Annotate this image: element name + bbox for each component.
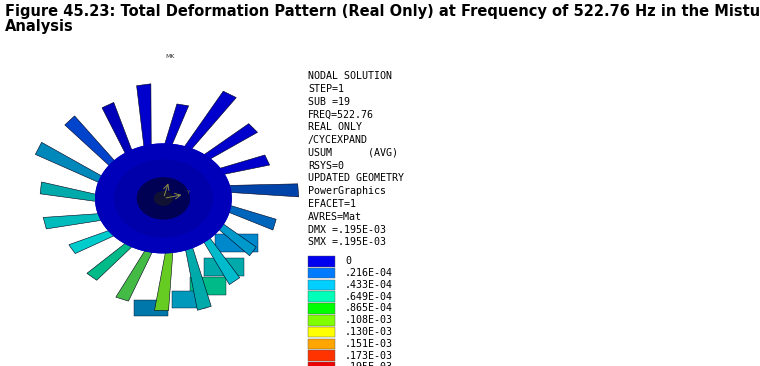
Bar (190, 277, 226, 295)
Polygon shape (102, 102, 138, 168)
Bar (308, 339, 335, 349)
Polygon shape (95, 143, 232, 253)
Bar (204, 258, 244, 276)
Text: REAL ONLY: REAL ONLY (308, 122, 362, 132)
Text: DMX =.195E-03: DMX =.195E-03 (308, 225, 386, 235)
Bar (308, 280, 335, 290)
Bar (308, 268, 335, 278)
Text: Y: Y (186, 190, 189, 195)
Polygon shape (204, 212, 256, 256)
Polygon shape (182, 233, 211, 310)
Text: PowerGraphics: PowerGraphics (308, 186, 386, 196)
Text: SMX =.195E-03: SMX =.195E-03 (308, 238, 386, 247)
Bar (308, 303, 335, 314)
Text: .865E-04: .865E-04 (345, 303, 393, 313)
Polygon shape (65, 116, 127, 179)
Text: FREQ=522.76: FREQ=522.76 (308, 109, 374, 119)
Bar (215, 234, 258, 252)
Polygon shape (195, 224, 239, 285)
Polygon shape (137, 84, 151, 161)
Text: .130E-03: .130E-03 (345, 327, 393, 337)
Polygon shape (114, 160, 213, 237)
Bar (135, 299, 168, 316)
Text: AVRES=Mat: AVRES=Mat (308, 212, 362, 222)
Bar (308, 291, 335, 302)
Polygon shape (154, 238, 174, 311)
Text: RSYS=0: RSYS=0 (308, 161, 344, 171)
Polygon shape (176, 91, 236, 161)
Polygon shape (160, 104, 188, 158)
Polygon shape (154, 191, 173, 206)
Text: Figure 45.23: Total Deformation Pattern (Real Only) at Frequency of 522.76 Hz in: Figure 45.23: Total Deformation Pattern … (5, 4, 760, 19)
Bar (308, 315, 335, 325)
Text: .151E-03: .151E-03 (345, 339, 393, 349)
Polygon shape (207, 184, 299, 197)
Text: NODAL SOLUTION: NODAL SOLUTION (308, 71, 392, 81)
Text: USUM      (AVG): USUM (AVG) (308, 148, 398, 158)
Polygon shape (95, 143, 232, 253)
Polygon shape (189, 124, 258, 168)
Polygon shape (154, 191, 173, 206)
Text: .433E-04: .433E-04 (345, 280, 393, 290)
Text: /CYCEXPAND: /CYCEXPAND (308, 135, 368, 145)
Polygon shape (114, 160, 213, 237)
Polygon shape (116, 238, 159, 301)
Text: .216E-04: .216E-04 (345, 268, 393, 278)
Text: .649E-04: .649E-04 (345, 292, 393, 302)
Text: Analysis: Analysis (5, 19, 74, 34)
Text: .173E-03: .173E-03 (345, 351, 393, 361)
Text: MK: MK (166, 54, 175, 59)
Text: EFACET=1: EFACET=1 (308, 199, 356, 209)
Bar (308, 362, 335, 366)
Bar (308, 350, 335, 361)
Bar (308, 256, 335, 266)
Polygon shape (209, 199, 276, 230)
Polygon shape (36, 142, 119, 191)
Text: STEP=1: STEP=1 (308, 84, 344, 94)
Text: .108E-03: .108E-03 (345, 315, 393, 325)
Text: 0: 0 (345, 256, 351, 266)
Polygon shape (137, 178, 190, 220)
Text: .195E-03: .195E-03 (345, 362, 393, 366)
Polygon shape (87, 233, 144, 280)
Bar (308, 327, 335, 337)
Polygon shape (43, 212, 122, 229)
Polygon shape (40, 182, 118, 204)
Polygon shape (200, 155, 270, 179)
Polygon shape (69, 224, 131, 254)
Polygon shape (137, 178, 190, 220)
Text: UPDATED GEOMETRY: UPDATED GEOMETRY (308, 173, 404, 183)
Text: SUB =19: SUB =19 (308, 97, 350, 107)
Bar (173, 291, 206, 308)
